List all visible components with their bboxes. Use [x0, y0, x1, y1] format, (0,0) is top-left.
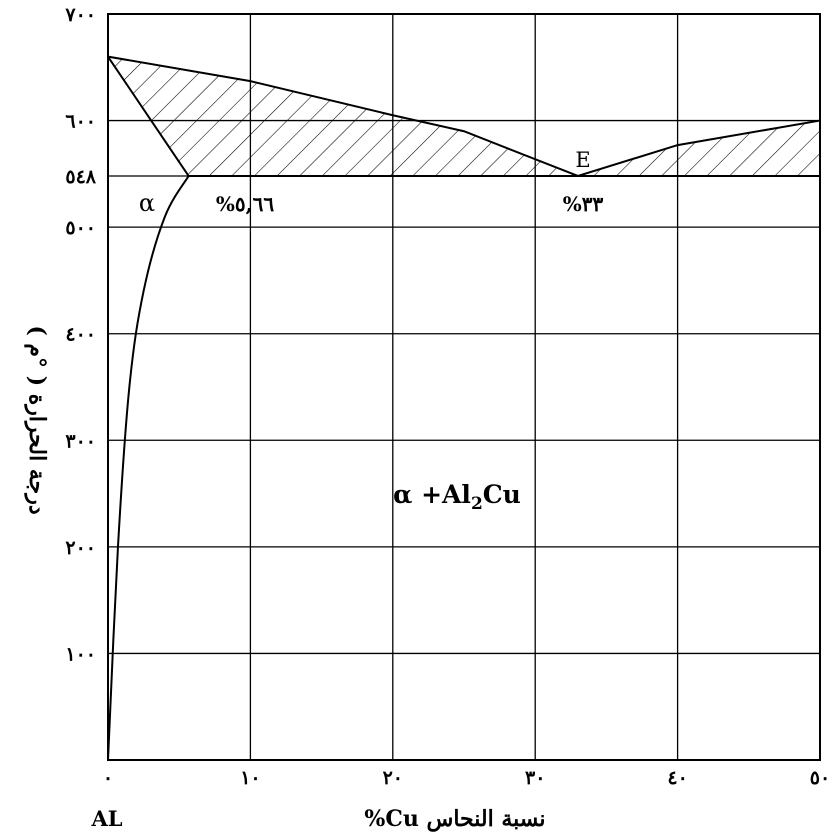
- y-tick-label: ٧٠٠: [64, 4, 96, 26]
- two-phase-subscript: 2: [471, 494, 483, 514]
- solubility-limit-label: %٥,٦٦: [216, 192, 274, 216]
- solvus-curve: [107, 175, 190, 761]
- two-phase-suffix: Cu: [483, 480, 521, 509]
- eutectic-point-label: E: [575, 148, 590, 172]
- tick-labels: ٠ ١٠ ٢٠ ٣٠ ٤٠ ٥٠ ١٠٠ ٢٠٠ ٣٠٠ ٤٠٠ ٥٠٠ ٥٤٨ ٦٠٠ ٧٠٠: [64, 4, 830, 789]
- x-axis-label: نسبة النحاس Cu%: [364, 806, 545, 832]
- phase-boundary-lines: [107, 55, 821, 761]
- y-tick-label: ٤٠٠: [65, 324, 96, 346]
- x-tick-label: ٣٠: [525, 767, 545, 789]
- plot-frame: [107, 13, 821, 761]
- two-phase-region-label: α +Al2Cu: [393, 480, 521, 514]
- y-tick-label: ٦٠٠: [65, 111, 96, 133]
- y-tick-label: ٣٠٠: [65, 430, 96, 452]
- x-axis-extra-label: AL: [90, 806, 122, 831]
- solidus-line: [107, 56, 190, 177]
- y-tick-label: ٥٠٠: [65, 217, 96, 239]
- x-tick-label: ٥٠: [810, 767, 830, 789]
- shaded-liquid-region: [108, 56, 820, 176]
- x-tick-label: ١٠: [240, 767, 260, 789]
- x-tick-label: ٠: [103, 767, 113, 789]
- y-tick-label: ٥٤٨: [65, 166, 96, 188]
- eutectic-composition-label: %٣٣: [563, 192, 604, 216]
- y-tick-label: ٢٠٠: [65, 537, 96, 559]
- x-tick-label: ٤٠: [667, 767, 687, 789]
- y-axis-label: درجة الحرارة ( °م ): [24, 325, 50, 514]
- two-phase-prefix: α +Al: [393, 480, 471, 509]
- liquidus-line: [107, 55, 821, 178]
- x-tick-label: ٢٠: [383, 767, 403, 789]
- alpha-phase-label: α: [139, 189, 155, 217]
- y-tick-label: ١٠٠: [65, 643, 96, 665]
